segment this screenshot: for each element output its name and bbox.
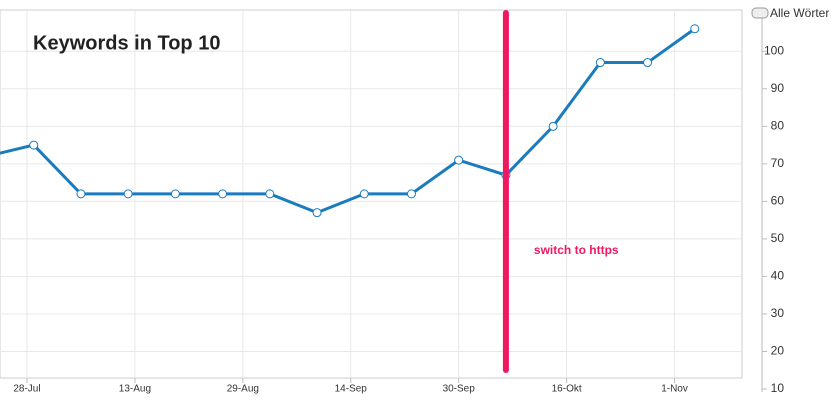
- x-tick-label: 16-Okt: [552, 384, 582, 395]
- y-tick-label: 30: [771, 306, 785, 320]
- legend-label[interactable]: Alle Wörter: [770, 6, 829, 20]
- x-tick-label: 30-Sep: [443, 384, 476, 395]
- point: [690, 24, 700, 34]
- y-tick-label: 60: [771, 194, 785, 208]
- point: [265, 189, 275, 199]
- point: [548, 121, 558, 131]
- point: [359, 189, 369, 199]
- annotation-text: switch to https: [534, 243, 619, 257]
- point: [454, 155, 464, 165]
- y-tick-label: 20: [771, 344, 785, 358]
- y-tick-label: 100: [764, 43, 784, 57]
- x-tick-label: 14-Sep: [335, 384, 368, 395]
- point: [76, 189, 86, 199]
- line: [0, 27, 696, 215]
- point: [29, 140, 39, 150]
- y-tick-label: 80: [771, 118, 785, 132]
- y-tick-label: 70: [771, 156, 785, 170]
- x-tick-label: 13-Aug: [119, 384, 151, 395]
- point: [123, 189, 133, 199]
- x-tick-label: 29-Aug: [227, 384, 259, 395]
- chart-title: Keywords in Top 10: [33, 32, 220, 54]
- point: [218, 189, 228, 199]
- point: [406, 189, 416, 199]
- point: [595, 58, 605, 68]
- x-tick-label: 28-Jul: [13, 384, 40, 395]
- point: [643, 58, 653, 68]
- x-tick-label: 1-Nov: [661, 384, 688, 395]
- y-tick-label: 50: [771, 231, 785, 245]
- plot: [0, 10, 742, 378]
- y-tick-label: 40: [771, 269, 785, 283]
- y-tick-label: 90: [771, 81, 785, 95]
- point: [170, 189, 180, 199]
- legend-swatch[interactable]: [751, 7, 769, 19]
- y-tick-label: 10: [771, 381, 785, 395]
- point: [312, 208, 322, 218]
